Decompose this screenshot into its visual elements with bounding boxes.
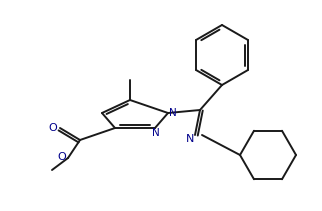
- Text: N: N: [152, 128, 160, 138]
- Text: N: N: [186, 134, 194, 144]
- Text: O: O: [49, 123, 57, 133]
- Text: O: O: [58, 152, 66, 162]
- Text: N: N: [169, 108, 177, 118]
